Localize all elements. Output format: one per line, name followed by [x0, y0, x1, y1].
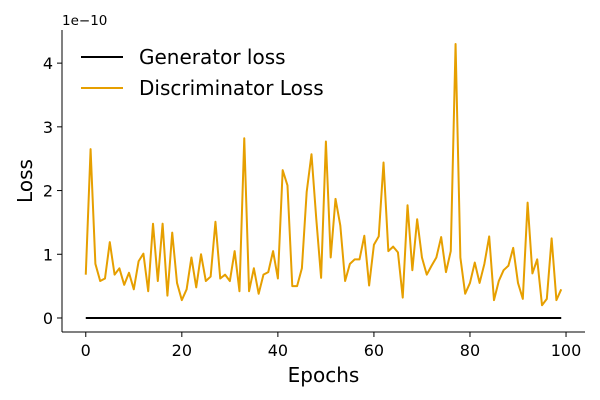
series-layer: [84, 43, 563, 319]
legend-label-discriminator-loss: Discriminator Loss: [139, 76, 324, 100]
y-tick-label: 2: [43, 182, 53, 201]
legend: Generator loss Discriminator Loss: [81, 45, 324, 100]
x-tick-label: 60: [364, 341, 384, 360]
ticks: 0 20 40 60 80 100 0 1 2 3 4: [43, 54, 581, 360]
x-tick-label: 20: [172, 341, 192, 360]
y-axis-offset-label: 1e−10: [62, 13, 107, 29]
x-axis-label: Epochs: [288, 363, 360, 387]
y-tick-label: 1: [43, 245, 53, 264]
series-line-discriminator-loss: [84, 43, 563, 307]
x-tick-label: 40: [268, 341, 288, 360]
y-axis-label: Loss: [13, 159, 37, 203]
x-tick-label: 80: [460, 341, 480, 360]
y-tick-label: 4: [43, 54, 53, 73]
axes: [61, 30, 585, 333]
y-tick-label: 3: [43, 118, 53, 137]
x-tick-label: 0: [81, 341, 91, 360]
x-tick-label: 100: [551, 341, 582, 360]
legend-label-generator-loss: Generator loss: [139, 45, 286, 69]
y-tick-label: 0: [43, 309, 53, 328]
